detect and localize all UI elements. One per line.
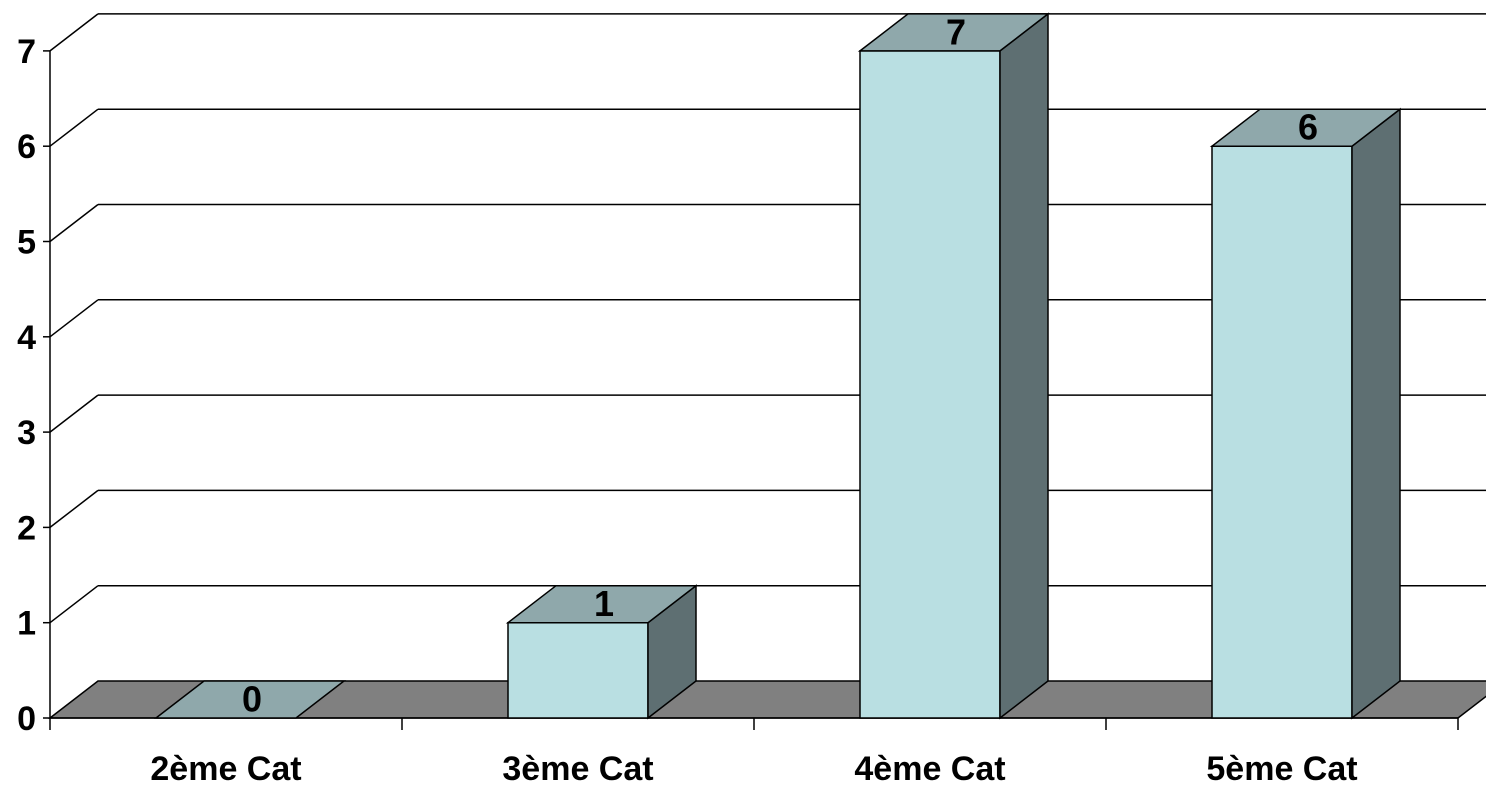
gridline-wall (49, 489, 99, 528)
gridline-wall (49, 203, 99, 243)
data-label: 7 (946, 11, 966, 52)
data-label: 0 (242, 679, 262, 720)
gridline-wall (49, 394, 99, 433)
y-tick-label: 2 (17, 509, 36, 547)
y-tick-label: 6 (17, 128, 36, 166)
data-label: 6 (1298, 107, 1318, 148)
bars-layer (153, 12, 1403, 720)
data-label: 1 (594, 583, 614, 624)
y-tick-label: 5 (17, 224, 36, 262)
bar-side (1351, 107, 1401, 720)
text-layer: 0 1 2 3 4 5 6 7 0 2ème Cat 1 3ème Cat 7 4ème Cat 6 5ème… (17, 11, 1358, 787)
bar-front (859, 50, 1001, 719)
x-category-label: 3ème Cat (502, 750, 653, 787)
bar-top (153, 680, 347, 719)
bar-side (999, 12, 1049, 720)
bar-front (507, 621, 649, 719)
gridline-wall (49, 13, 99, 52)
gridline-wall (49, 585, 99, 624)
gridline-wall (49, 299, 99, 338)
y-tick-label: 0 (17, 700, 36, 738)
bar-top (1209, 108, 1403, 147)
y-tick-label: 3 (17, 414, 36, 452)
gridline-wall (49, 108, 99, 147)
bar-front (1211, 145, 1353, 719)
bar-top (505, 584, 699, 624)
y-tick-label: 1 (17, 605, 36, 643)
x-category-label: 2ème Cat (150, 750, 301, 787)
bar-top (857, 13, 1051, 52)
y-tick-label: 7 (17, 33, 36, 71)
x-category-label: 4ème Cat (854, 750, 1005, 787)
y-tick-label: 4 (17, 319, 36, 357)
x-category-label: 5ème Cat (1206, 750, 1357, 787)
